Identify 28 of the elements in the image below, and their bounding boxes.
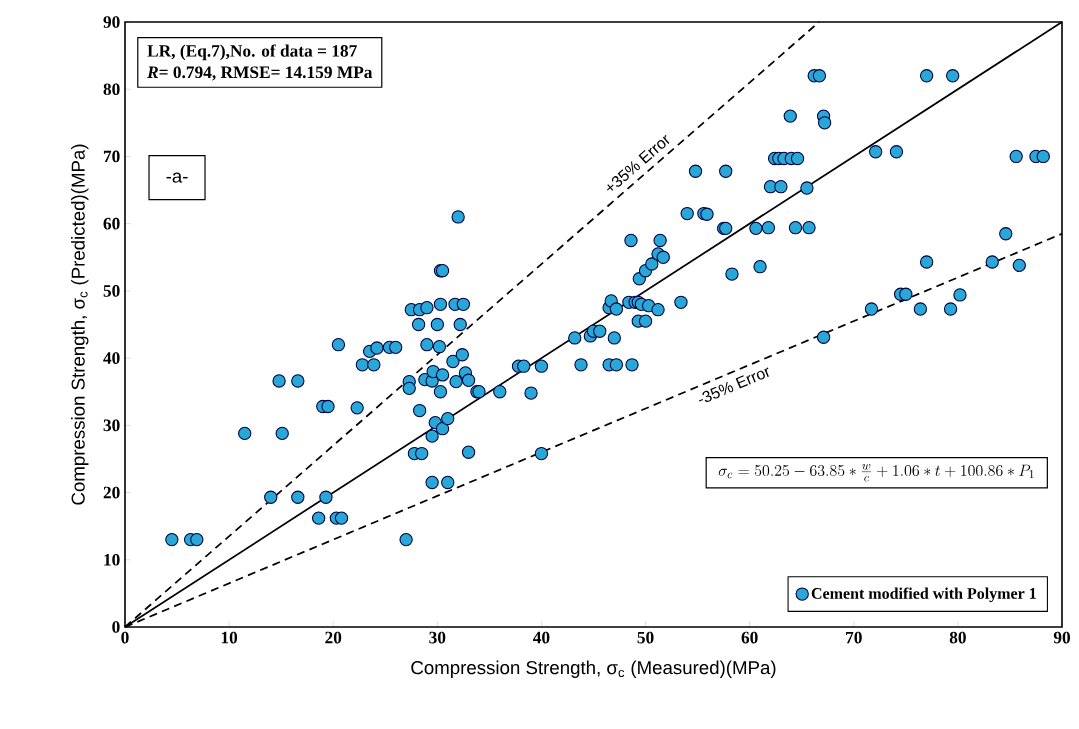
- annotation: LR, (Eq.7),No. of data = 187: [147, 44, 357, 61]
- annotation: -35% Error: [698, 367, 769, 403]
- y-tick-label: 10: [104, 553, 120, 566]
- x-tick-label: 20: [325, 631, 342, 644]
- x-tick-label: 0: [121, 631, 129, 644]
- y-tick-label: 40: [103, 352, 120, 364]
- y-tick-label: 80: [103, 83, 120, 96]
- y-axis-title: Compression Strength, σ$_{c}$ (Predicted)(MPa): [71, 144, 89, 505]
- x-tick-label: 30: [429, 631, 446, 644]
- y-tick-label: 90: [103, 16, 120, 28]
- x-axis-title: Compression Strength, σ$_{c}$ (Measured)(MPa): [411, 660, 776, 678]
- x-tick-label: 90: [1053, 631, 1070, 644]
- x-tick-label: 10: [221, 631, 238, 644]
- y-tick-label: 70: [103, 150, 120, 163]
- y-tick-label: 0: [112, 621, 120, 633]
- annotation: -a-: [166, 172, 188, 183]
- annotation: R= 0.794, RMSE= 14.159 MPa: [147, 66, 373, 81]
- x-tick-label: 50: [637, 631, 654, 644]
- x-tick-label: 70: [846, 631, 862, 644]
- y-tick-label: 50: [103, 285, 120, 297]
- y-tick-label: 60: [103, 217, 120, 230]
- x-tick-label: 40: [533, 631, 550, 644]
- y-tick-label: 20: [103, 486, 120, 499]
- annotation: $\sigma_c = 50.25 - 63.85 * \frac{w}{c} + 1.06 * t + 100.86 * P_1$: [718, 464, 1034, 482]
- x-tick-label: 80: [949, 631, 966, 644]
- y-tick-label: 30: [103, 419, 120, 432]
- x-tick-label: 60: [741, 631, 758, 644]
- legend-label: Cement modified with Polymer 1: [811, 587, 1036, 603]
